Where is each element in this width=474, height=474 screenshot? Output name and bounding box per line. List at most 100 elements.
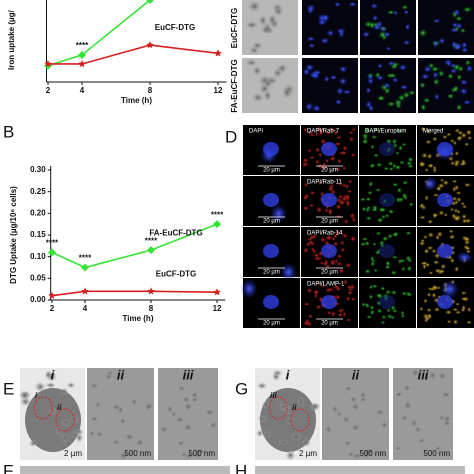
cell-signal: [442, 179, 450, 186]
cell-signal: [428, 370, 437, 381]
cell-signal: [459, 28, 467, 34]
star-marker: [78, 60, 86, 68]
cell-signal: [262, 400, 270, 410]
cell-signal: [336, 312, 344, 318]
cell-signal: [446, 60, 452, 67]
cell-signal: [276, 62, 289, 74]
cell-signal: [430, 66, 440, 73]
cell-signal: [262, 430, 272, 439]
cell-signal: [364, 268, 372, 275]
cell-signal: [312, 249, 317, 254]
micrograph: [20, 466, 230, 474]
row-header: DAPI/Rab-14: [307, 231, 343, 237]
cell-signal: [456, 209, 461, 214]
cell-signal: [421, 152, 428, 159]
cell-signal: [428, 270, 434, 275]
cell-signal: [424, 194, 429, 202]
cell-signal: [333, 130, 339, 136]
cell-signal: [378, 240, 386, 246]
y-tick-label: 0.25: [30, 187, 46, 196]
cell-signal: [174, 415, 186, 424]
cell-signal: [432, 167, 438, 174]
cell-signal: [118, 449, 129, 461]
cell-signal: [334, 1, 341, 8]
cell-signal: [339, 240, 346, 246]
cell-signal: [424, 167, 429, 173]
cell-signal: [440, 390, 452, 399]
column-label: iii: [183, 367, 194, 382]
cell-signal: [362, 139, 368, 144]
cell-signal: [319, 138, 327, 145]
cell-signal: [433, 445, 443, 452]
cell-signal: [320, 37, 330, 44]
cell-signal: [364, 304, 371, 308]
cell-signal: [334, 167, 342, 172]
cell-signal: [324, 264, 332, 269]
x-tick-label: 8: [149, 304, 154, 313]
x-tick-label: 4: [80, 86, 85, 95]
cell-signal: [182, 422, 194, 433]
cell-signal: [454, 15, 463, 22]
cell-signal: [409, 418, 419, 429]
cell-signal: [396, 187, 403, 194]
cell-signal: [306, 149, 312, 153]
cell-signal: [308, 155, 316, 160]
cell-signal: [277, 439, 289, 446]
cell-signal: [439, 279, 460, 299]
cell-signal: [317, 152, 323, 158]
cell-signal: [432, 78, 440, 86]
cell-signal: [423, 176, 438, 192]
cell-signal: [378, 206, 386, 213]
cell-signal: [351, 217, 357, 223]
cell-signal: [344, 262, 352, 269]
cell-signal: [400, 310, 405, 316]
cell-signal: [369, 163, 376, 168]
nucleus: [437, 295, 453, 309]
nucleus: [437, 142, 453, 156]
cell-signal: [88, 382, 100, 390]
panel-letter: F: [3, 461, 13, 474]
cell-signal: [339, 247, 346, 253]
cell-signal: [368, 181, 374, 186]
cell-signal: [376, 218, 384, 223]
cell-signal: [436, 185, 442, 192]
cell-signal: [330, 310, 336, 318]
series-label: EuCF-DTG: [156, 269, 196, 278]
cell-signal: [365, 448, 376, 455]
nucleus: [379, 244, 395, 258]
cell-signal: [403, 195, 408, 201]
cell-signal: [387, 233, 394, 239]
cell-signal: [402, 401, 414, 410]
cell-signal: [311, 104, 322, 113]
cell-signal: [28, 439, 38, 448]
star-marker: [213, 288, 221, 296]
cell-signal: [347, 178, 353, 184]
cell-signal: [332, 233, 338, 240]
column-label: iii: [418, 367, 429, 382]
x-tick-label: 2: [46, 86, 51, 95]
row-header: DAPI/LAMP-1: [307, 282, 345, 288]
cell-signal: [307, 314, 314, 319]
cell-signal: [408, 201, 414, 207]
cell-signal: [388, 166, 395, 172]
cell-signal: [256, 382, 268, 390]
cell-signal: [380, 320, 386, 325]
cell-signal: [374, 408, 386, 417]
cell-signal: [397, 93, 406, 102]
cell-signal: [453, 8, 461, 17]
region: [290, 408, 310, 432]
cell-signal: [94, 400, 102, 410]
cell-signal: [456, 22, 463, 30]
cell-signal: [88, 429, 96, 438]
diamond-marker: [146, 0, 154, 4]
cell-signal: [363, 240, 371, 247]
x-tick-label: 4: [83, 304, 88, 313]
cell-signal: [455, 103, 463, 111]
cell-signal: [441, 414, 453, 424]
cell-signal: [426, 307, 432, 313]
cell-signal: [466, 130, 472, 136]
cell-signal: [247, 0, 262, 13]
cell-signal: [304, 102, 314, 111]
cell-signal: [343, 218, 349, 225]
scale-label: 500 nm: [188, 449, 215, 458]
